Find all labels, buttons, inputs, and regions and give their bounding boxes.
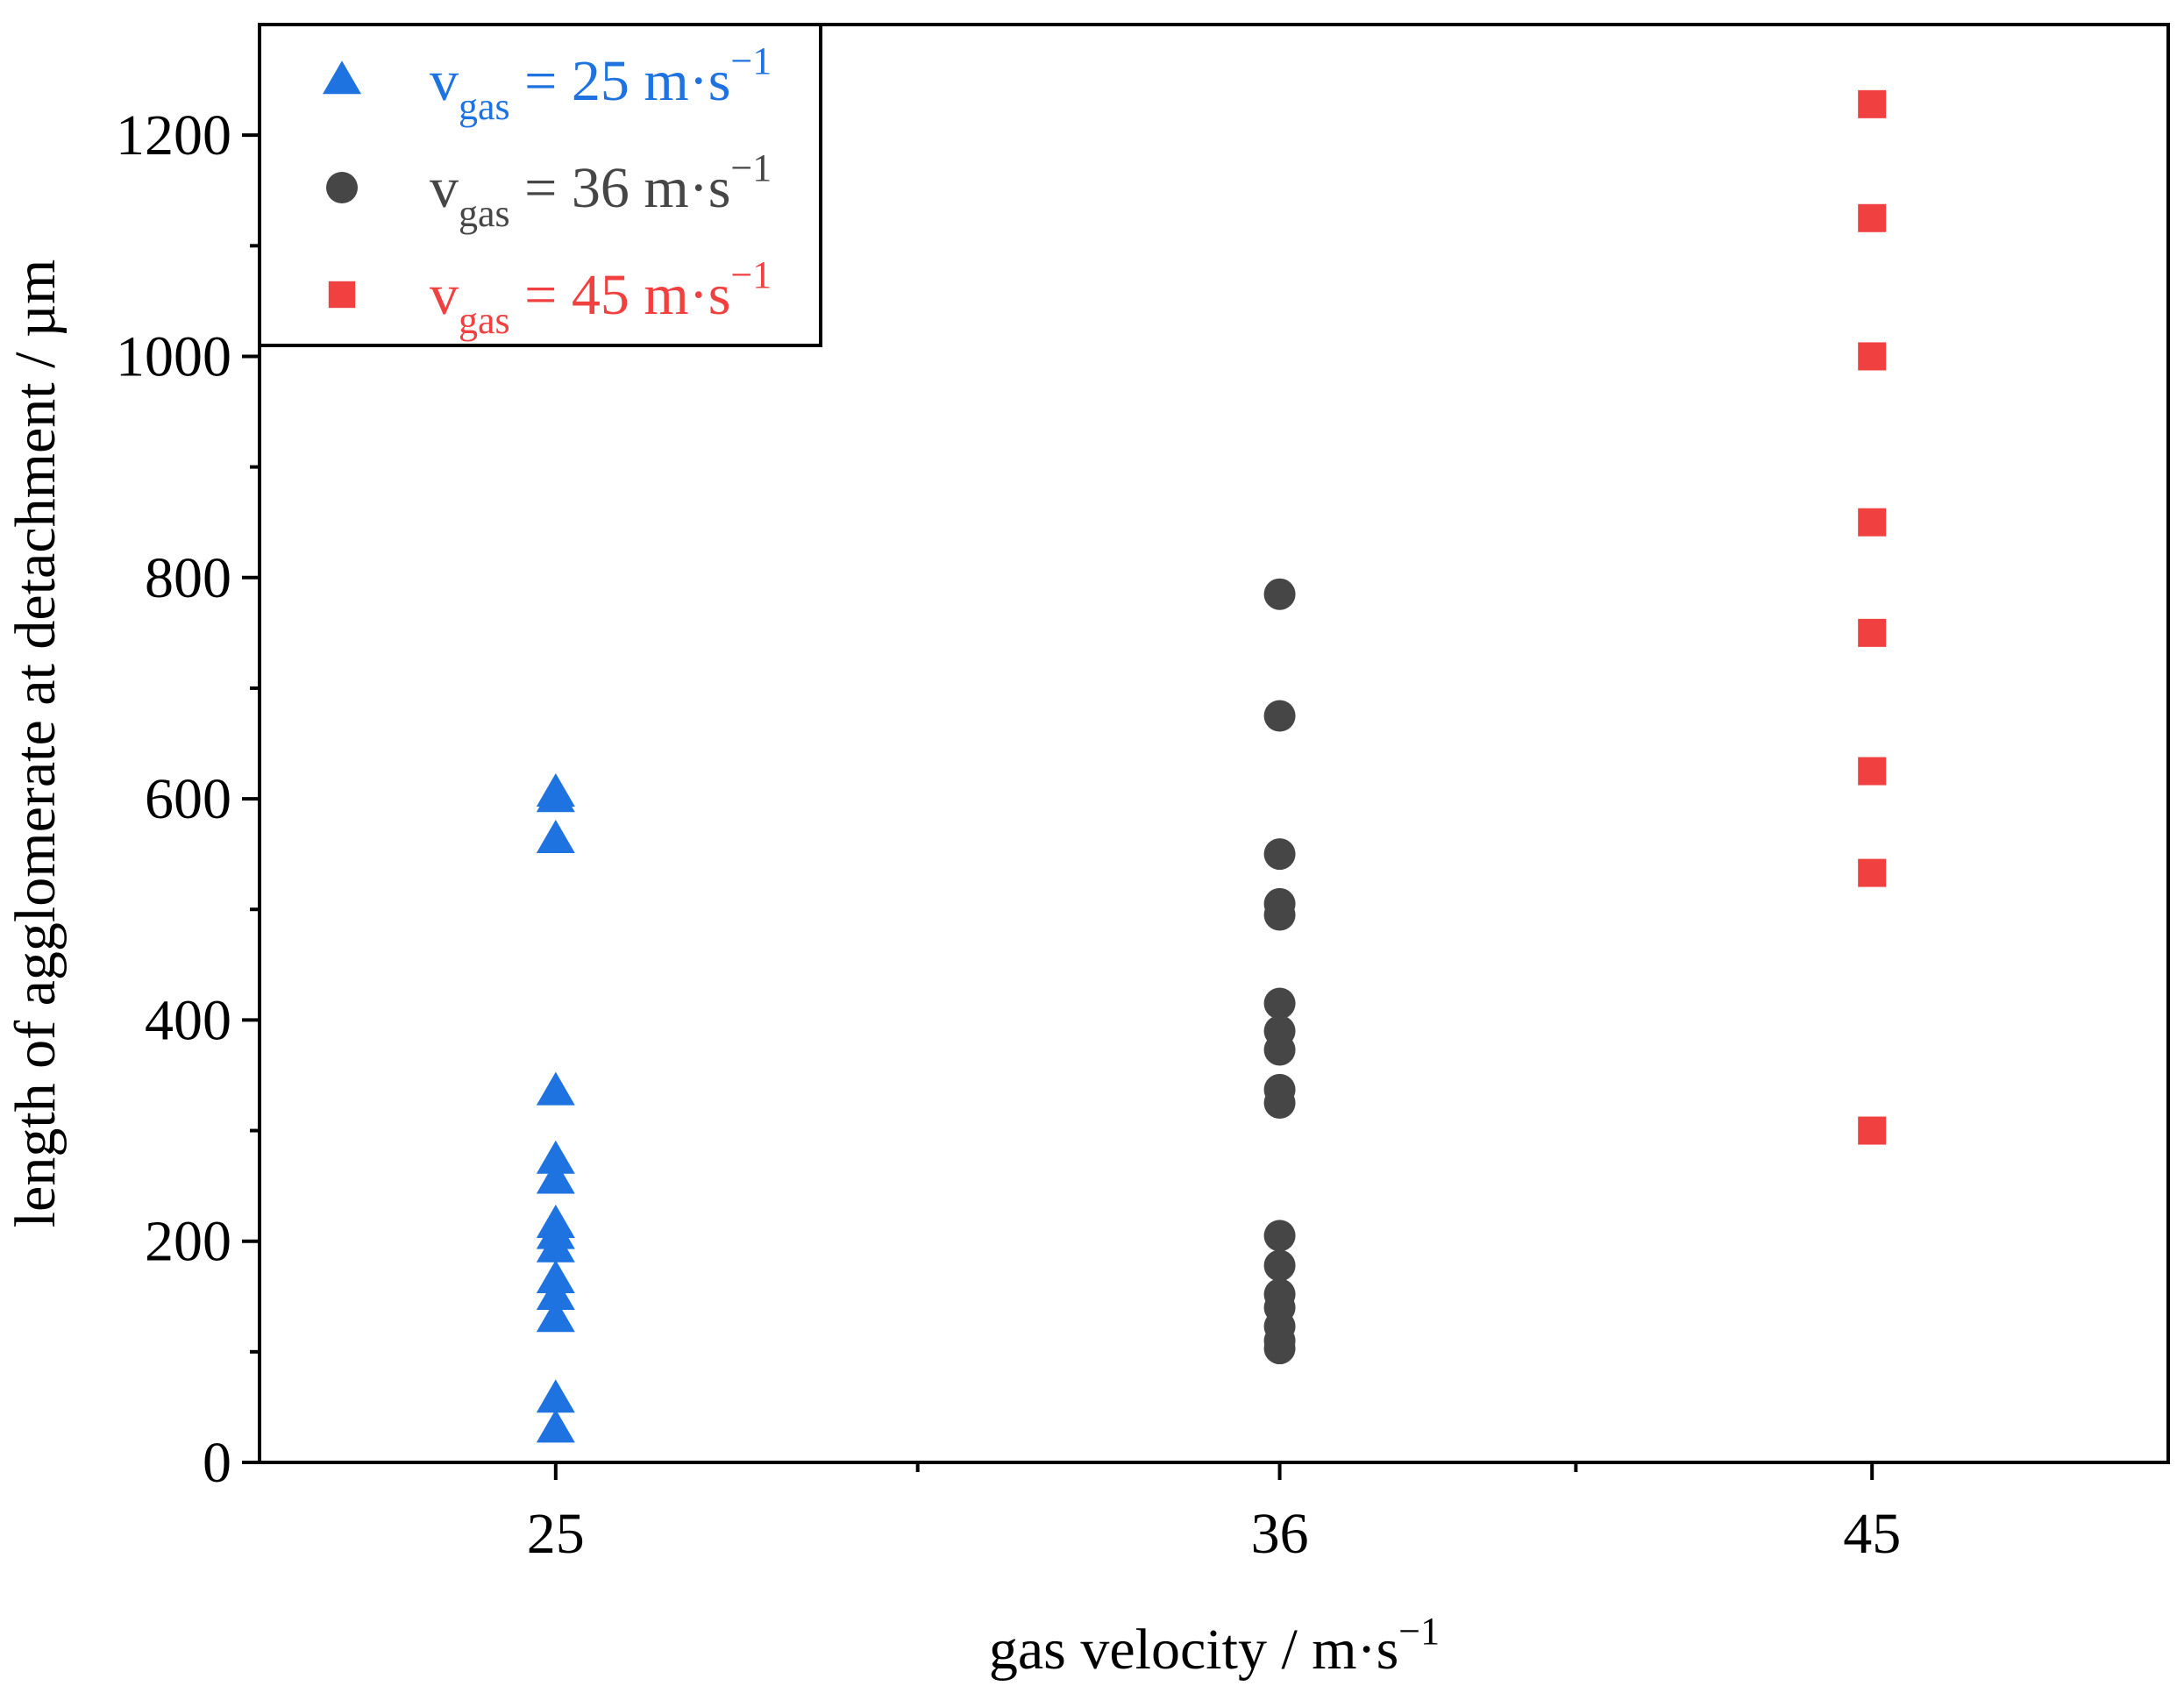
data-point [1263, 1087, 1296, 1119]
legend-value: = 45 m·s [510, 263, 731, 327]
data-point [536, 1298, 575, 1333]
legend-symbol: v [430, 49, 459, 113]
legend-marker [328, 281, 356, 309]
x-tick-label: 25 [527, 1502, 585, 1566]
data-points [536, 89, 1887, 1443]
legend-exponent: −1 [730, 253, 772, 296]
y-tick-label: 600 [145, 767, 231, 831]
data-point [536, 1160, 575, 1194]
data-point [536, 1228, 575, 1263]
data-point [1858, 858, 1887, 887]
y-tick-label: 200 [145, 1210, 231, 1274]
legend-marker [326, 172, 358, 203]
data-point [1263, 838, 1296, 871]
legend-subscript: gas [459, 299, 510, 342]
data-point [1263, 1333, 1296, 1365]
data-point [1263, 1249, 1296, 1282]
x-axis-title-exponent: −1 [1398, 1610, 1440, 1653]
y-tick-label: 1200 [116, 103, 231, 167]
y-tick-label: 400 [145, 988, 231, 1052]
data-point [536, 1140, 575, 1174]
x-axis-title: gas velocity / m·s−1 [989, 1610, 1440, 1682]
data-point [1858, 1116, 1887, 1145]
data-point [536, 819, 575, 853]
legend-marker [323, 60, 361, 95]
legend-subscript: gas [459, 85, 510, 128]
y-tick-label: 0 [203, 1431, 231, 1495]
legend-value: = 36 m·s [510, 156, 731, 220]
data-point [1263, 700, 1296, 732]
legend-symbol: v [430, 263, 459, 327]
legend-label: vgas = 45 m·s−1 [430, 253, 772, 342]
data-point [1263, 578, 1296, 610]
data-point [536, 1071, 575, 1106]
legend-value: = 25 m·s [510, 49, 731, 113]
legend-exponent: −1 [730, 39, 772, 82]
data-point [1858, 342, 1887, 371]
x-axis-title-text: gas velocity / m·s [989, 1618, 1398, 1682]
series-triangle [536, 772, 575, 1443]
data-point [1858, 89, 1887, 118]
data-point [536, 1409, 575, 1443]
data-point [536, 1379, 575, 1413]
x-tick-label: 36 [1251, 1502, 1309, 1566]
plot-area-frame [258, 23, 2170, 1464]
legend-subscript: gas [459, 192, 510, 235]
y-axis-title: length of agglomerate at detachment / µm [4, 260, 68, 1228]
legend-label: vgas = 36 m·s−1 [430, 146, 772, 235]
data-point [1858, 203, 1887, 232]
series-circle [1263, 578, 1296, 1365]
data-point [1858, 618, 1887, 647]
legend-label: vgas = 25 m·s−1 [430, 39, 772, 128]
legend-exponent: −1 [730, 146, 772, 189]
x-axis: 25 36 45 [527, 1462, 1901, 1566]
data-point [1263, 899, 1296, 931]
data-point [536, 779, 575, 813]
y-tick-label: 800 [145, 546, 231, 610]
legend-symbol: v [430, 156, 459, 220]
data-point [1858, 508, 1887, 537]
y-axis: 0 200 400 600 800 1000 1200 [116, 103, 260, 1495]
data-point [1263, 1220, 1296, 1252]
y-tick-label: 1000 [116, 324, 231, 388]
x-tick-label: 45 [1843, 1502, 1901, 1566]
data-point [1858, 757, 1887, 786]
data-point [536, 1276, 575, 1310]
data-point [1263, 1034, 1296, 1066]
series-square [1858, 89, 1887, 1145]
data-point [1263, 987, 1296, 1020]
